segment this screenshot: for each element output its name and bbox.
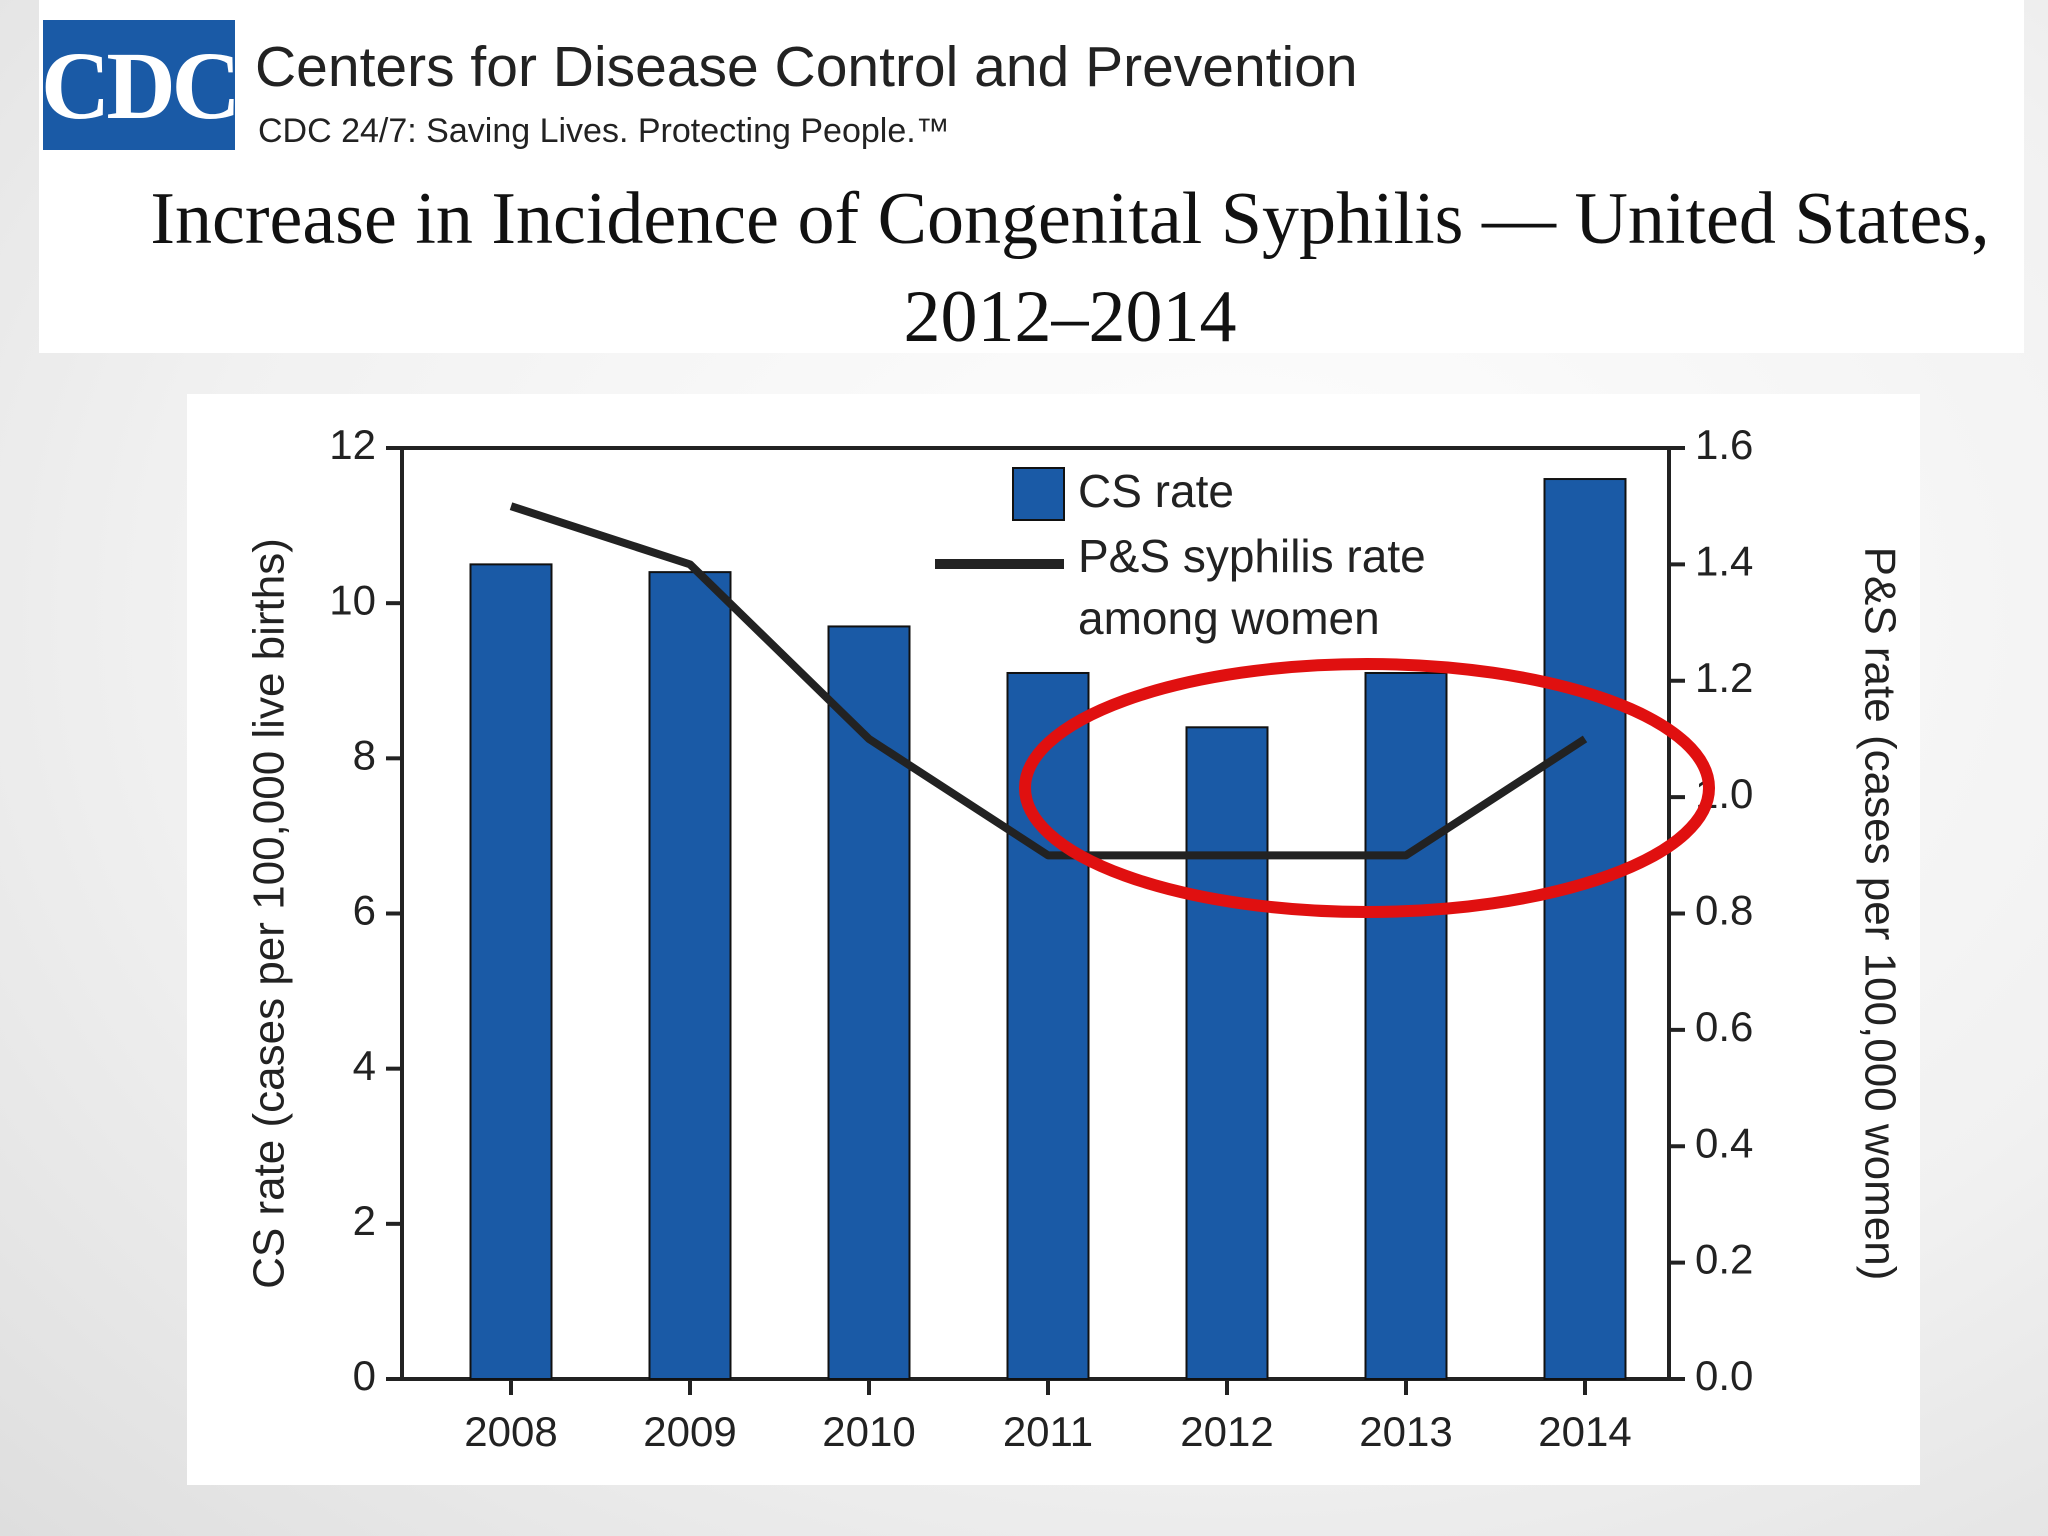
y2-tick-label: 1.6 (1695, 421, 1753, 468)
y2-tick-label: 0.2 (1695, 1236, 1753, 1283)
y2-tick-label: 1.4 (1695, 537, 1753, 584)
bar (1364, 671, 1448, 1380)
legend-label: P&S syphilis rate among women (1078, 530, 1426, 644)
bar (648, 571, 732, 1380)
x-tick-label: 2008 (464, 1408, 557, 1455)
y2-tick-label: 1.0 (1695, 770, 1753, 817)
x-tick-label: 2014 (1538, 1408, 1631, 1455)
y-tick-label: 0 (353, 1352, 376, 1399)
chart-title: Increase in Incidence of Congenital Syph… (150, 178, 1990, 358)
bar (1006, 671, 1090, 1380)
y2-tick-label: 0.0 (1695, 1352, 1753, 1399)
y2-tick-label: 0.6 (1695, 1003, 1753, 1050)
x-tick-label: 2011 (1003, 1408, 1093, 1455)
x-tick-label: 2013 (1359, 1408, 1452, 1455)
bar (1543, 478, 1627, 1380)
y2-axis-label: P&S rate (cases per 100,000 women) (1855, 547, 1904, 1281)
tagline: CDC 24/7: Saving Lives. Protecting Peopl… (258, 112, 950, 150)
x-tick-label: 2009 (643, 1408, 736, 1455)
y-axis-label: CS rate (cases per 100,000 live births) (245, 538, 294, 1289)
bar (1185, 726, 1269, 1380)
y-tick-label: 6 (353, 887, 376, 934)
legend-swatch (1012, 467, 1065, 521)
bar (469, 563, 553, 1380)
y-tick-label: 10 (329, 576, 376, 623)
y-tick-label: 8 (353, 731, 376, 778)
legend-label: CS rate (1078, 465, 1234, 517)
header (39, 0, 2024, 353)
y2-tick-label: 0.8 (1695, 887, 1753, 934)
organization: Centers for Disease Control and Preventi… (255, 35, 1358, 99)
logo: CDC (41, 20, 241, 150)
y-tick-label: 12 (329, 421, 376, 468)
y2-tick-label: 1.2 (1695, 654, 1753, 701)
y-tick-label: 2 (353, 1197, 376, 1244)
x-tick-label: 2010 (822, 1408, 915, 1455)
x-tick-label: 2012 (1180, 1408, 1273, 1455)
y-tick-label: 4 (353, 1042, 376, 1089)
y2-tick-label: 0.4 (1695, 1119, 1753, 1166)
